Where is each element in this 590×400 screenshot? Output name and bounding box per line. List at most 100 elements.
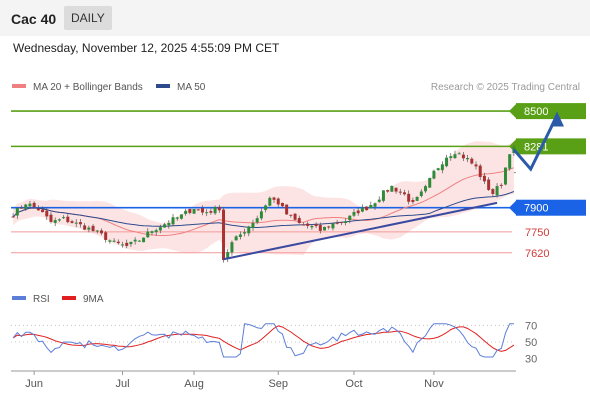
candle-body — [508, 154, 512, 169]
candle-body — [70, 221, 74, 223]
level-label-8500: 8500 — [524, 106, 548, 118]
candle-body — [415, 196, 419, 201]
level-label-7900: 7900 — [524, 203, 548, 215]
candle-body — [171, 217, 175, 225]
candle-body — [163, 224, 167, 228]
candle-body — [209, 211, 213, 213]
legend-label: MA 50 — [177, 82, 206, 93]
candle-body — [78, 222, 82, 225]
legend-swatch — [12, 84, 26, 88]
candle-body — [470, 158, 474, 164]
level-tag-8281 — [516, 138, 586, 155]
candle-body — [175, 217, 179, 219]
rsi-legend-swatch — [62, 296, 76, 300]
candle-body — [200, 208, 204, 213]
candle-body — [158, 227, 162, 231]
candle-body — [259, 211, 263, 219]
credit-text: Research © 2025 Trading Central — [431, 82, 580, 93]
candle-body — [83, 225, 87, 230]
x-tick-label-Nov: Nov — [424, 378, 444, 390]
x-tick-label-Jun: Jun — [25, 378, 43, 390]
support-trendline — [223, 201, 498, 261]
candle-body — [53, 220, 57, 223]
candle-body — [41, 209, 45, 213]
candle-body — [184, 210, 188, 214]
rsi-legend-label: 9MA — [83, 294, 104, 305]
candle-body — [32, 202, 36, 207]
candle-body — [394, 187, 398, 192]
candle-body — [125, 242, 129, 246]
candle-body — [28, 203, 32, 207]
candle-body — [11, 216, 15, 218]
rsi-legend-label: RSI — [33, 294, 50, 305]
candle-body — [36, 208, 40, 211]
candle-body — [390, 186, 394, 192]
candle-body — [222, 209, 226, 261]
timeframe-badge[interactable]: DAILY — [64, 6, 112, 30]
candle-body — [377, 199, 381, 202]
level-tag-arrow-7900 — [509, 199, 517, 216]
candle-body — [49, 214, 53, 222]
legend-label: MA 20 + Bollinger Bands — [33, 82, 143, 93]
candle-body — [91, 225, 95, 231]
candle-body — [268, 197, 272, 206]
candle-body — [482, 175, 486, 182]
candle-body — [344, 221, 348, 224]
projection-arrowhead — [549, 111, 564, 127]
level-tag-8500 — [516, 103, 586, 120]
candle-body — [285, 204, 289, 215]
candle-body — [62, 217, 66, 219]
candle-body — [57, 219, 61, 221]
candle-body — [457, 153, 461, 155]
candle-body — [213, 206, 217, 214]
candle-body — [150, 231, 154, 233]
candle-body — [108, 240, 112, 242]
candle-body — [255, 218, 259, 223]
candle-body — [264, 205, 268, 210]
candle-body — [449, 156, 453, 159]
timestamp: Wednesday, November 12, 2025 4:55:09 PM … — [13, 41, 280, 55]
candle-body — [478, 165, 482, 178]
candle-body — [360, 207, 364, 212]
candle-body — [487, 179, 491, 190]
candle-body — [20, 207, 24, 209]
candle-body — [95, 230, 99, 232]
candle-body — [327, 226, 331, 228]
candle-body — [238, 234, 242, 237]
candle-body — [411, 199, 415, 203]
level-label-7620: 7620 — [525, 248, 549, 260]
candle-body — [373, 203, 377, 207]
ma50-line — [12, 191, 515, 228]
instrument-title: Cac 40 — [11, 11, 57, 27]
candle-body — [491, 189, 495, 194]
candle-body — [87, 227, 91, 230]
candle-body — [192, 209, 196, 214]
candle-body — [146, 231, 150, 238]
candle-body — [386, 190, 390, 192]
candle-body — [217, 206, 221, 211]
x-tick-label-Jul: Jul — [115, 378, 129, 390]
rsi-tick-50: 50 — [525, 337, 537, 349]
candle-body — [230, 242, 234, 253]
candle-body — [205, 212, 209, 214]
candle-body — [499, 184, 503, 186]
candle-body — [339, 222, 343, 224]
candle-body — [66, 216, 70, 223]
candle-body — [323, 226, 327, 231]
candle-body — [129, 241, 133, 245]
candle-body — [301, 224, 305, 226]
candle-body — [432, 170, 436, 179]
rsi-tick-30: 30 — [525, 354, 537, 366]
candle-body — [436, 168, 440, 171]
candle-body — [461, 154, 465, 159]
candle-body — [280, 202, 284, 207]
candle-body — [314, 224, 318, 227]
candle-body — [503, 167, 507, 185]
candle-body — [407, 193, 411, 202]
candle-body — [142, 237, 146, 243]
candle-body — [24, 204, 28, 209]
level-tag-7900 — [516, 199, 586, 216]
rsi-tick-70: 70 — [525, 320, 537, 332]
